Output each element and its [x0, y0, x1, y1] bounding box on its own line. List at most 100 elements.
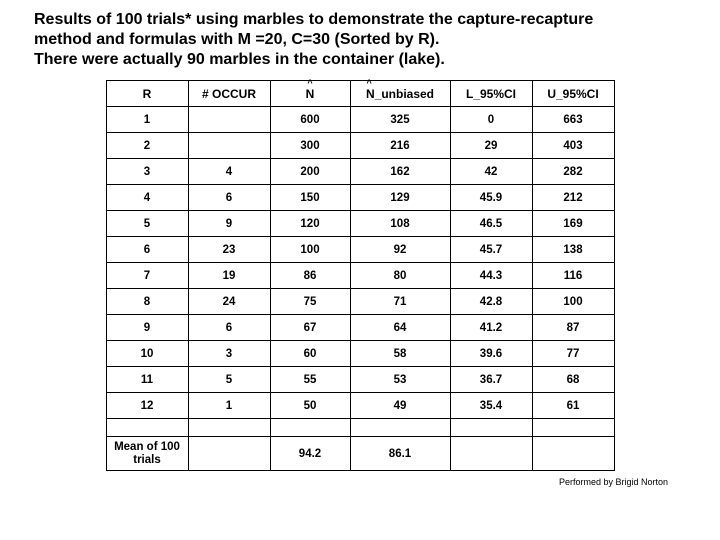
cell-l: 0 — [450, 107, 532, 133]
cell-r: 1 — [106, 107, 188, 133]
cell-n: 120 — [270, 211, 350, 237]
cell-r: 5 — [106, 211, 188, 237]
cell-u: 100 — [532, 289, 614, 315]
credit-line: Performed by Brigid Norton — [18, 471, 702, 487]
cell-n: 600 — [270, 107, 350, 133]
cell-n: 50 — [270, 393, 350, 419]
table-row: 6231009245.7138 — [106, 237, 614, 263]
cell-nu: 325 — [350, 107, 450, 133]
cell-r: 9 — [106, 315, 188, 341]
col-header-n: ^ N — [270, 81, 350, 107]
cell-occ: 5 — [188, 367, 270, 393]
cell-nu: 71 — [350, 289, 450, 315]
cell-r: 2 — [106, 133, 188, 159]
table-row: 115555336.768 — [106, 367, 614, 393]
cell-r: 8 — [106, 289, 188, 315]
cell-l: 45.7 — [450, 237, 532, 263]
blank-cell — [270, 419, 350, 437]
cell-r: 10 — [106, 341, 188, 367]
mean-blank — [188, 437, 270, 471]
cell-u: 77 — [532, 341, 614, 367]
cell-u: 61 — [532, 393, 614, 419]
cell-u: 87 — [532, 315, 614, 341]
cell-u: 403 — [532, 133, 614, 159]
mean-label: Mean of 100 trials — [106, 437, 188, 471]
table-row: 121504935.461 — [106, 393, 614, 419]
cell-nu: 162 — [350, 159, 450, 185]
blank-cell — [350, 419, 450, 437]
cell-nu: 108 — [350, 211, 450, 237]
table-header-row: R # OCCUR ^ N ^ N_unbiased L_95%CI U_95%… — [106, 81, 614, 107]
cell-n: 75 — [270, 289, 350, 315]
table-row-mean: Mean of 100 trials94.286.1 — [106, 437, 614, 471]
cell-nu: 216 — [350, 133, 450, 159]
cell-nu: 53 — [350, 367, 450, 393]
cell-n: 60 — [270, 341, 350, 367]
table-row: 103605839.677 — [106, 341, 614, 367]
cell-r: 3 — [106, 159, 188, 185]
mean-blank — [450, 437, 532, 471]
cell-l: 42.8 — [450, 289, 532, 315]
cell-nu: 92 — [350, 237, 450, 263]
cell-l: 35.4 — [450, 393, 532, 419]
blank-cell — [450, 419, 532, 437]
mean-nu: 86.1 — [350, 437, 450, 471]
col-header-u95: U_95%CI — [532, 81, 614, 107]
col-header-l95: L_95%CI — [450, 81, 532, 107]
cell-occ: 4 — [188, 159, 270, 185]
col-header-occur: # OCCUR — [188, 81, 270, 107]
cell-nu: 129 — [350, 185, 450, 211]
cell-l: 44.3 — [450, 263, 532, 289]
cell-l: 29 — [450, 133, 532, 159]
cell-r: 11 — [106, 367, 188, 393]
blank-cell — [532, 419, 614, 437]
cell-occ: 23 — [188, 237, 270, 263]
cell-u: 282 — [532, 159, 614, 185]
cell-n: 67 — [270, 315, 350, 341]
cell-r: 6 — [106, 237, 188, 263]
mean-blank — [532, 437, 614, 471]
cell-occ: 3 — [188, 341, 270, 367]
table-row: 2 30021629403 — [106, 133, 614, 159]
table-row: 96676441.287 — [106, 315, 614, 341]
title-line-1: Results of 100 trials* using marbles to … — [34, 11, 593, 28]
col-header-r: R — [106, 81, 188, 107]
cell-nu: 64 — [350, 315, 450, 341]
cell-n: 200 — [270, 159, 350, 185]
cell-u: 116 — [532, 263, 614, 289]
table-row: 5912010846.5169 — [106, 211, 614, 237]
cell-occ: 9 — [188, 211, 270, 237]
cell-l: 39.6 — [450, 341, 532, 367]
cell-nu: 80 — [350, 263, 450, 289]
cell-n: 150 — [270, 185, 350, 211]
cell-n: 86 — [270, 263, 350, 289]
cell-l: 46.5 — [450, 211, 532, 237]
cell-occ: 19 — [188, 263, 270, 289]
cell-l: 36.7 — [450, 367, 532, 393]
col-header-n-unbiased: ^ N_unbiased — [350, 81, 450, 107]
title-line-3: There were actually 90 marbles in the co… — [34, 51, 445, 68]
cell-u: 169 — [532, 211, 614, 237]
cell-r: 4 — [106, 185, 188, 211]
cell-occ — [188, 133, 270, 159]
col-header-n-label: N — [306, 87, 315, 101]
cell-l: 42 — [450, 159, 532, 185]
cell-r: 12 — [106, 393, 188, 419]
results-table: R # OCCUR ^ N ^ N_unbiased L_95%CI U_95%… — [106, 80, 615, 471]
table-row: 719868044.3116 — [106, 263, 614, 289]
cell-occ: 1 — [188, 393, 270, 419]
table-row: 4615012945.9212 — [106, 185, 614, 211]
blank-cell — [106, 419, 188, 437]
blank-cell — [188, 419, 270, 437]
cell-n: 55 — [270, 367, 350, 393]
cell-r: 7 — [106, 263, 188, 289]
cell-n: 300 — [270, 133, 350, 159]
cell-l: 45.9 — [450, 185, 532, 211]
cell-u: 138 — [532, 237, 614, 263]
cell-nu: 49 — [350, 393, 450, 419]
cell-u: 68 — [532, 367, 614, 393]
table-row-blank — [106, 419, 614, 437]
table-row: 824757142.8100 — [106, 289, 614, 315]
cell-occ: 6 — [188, 185, 270, 211]
cell-l: 41.2 — [450, 315, 532, 341]
